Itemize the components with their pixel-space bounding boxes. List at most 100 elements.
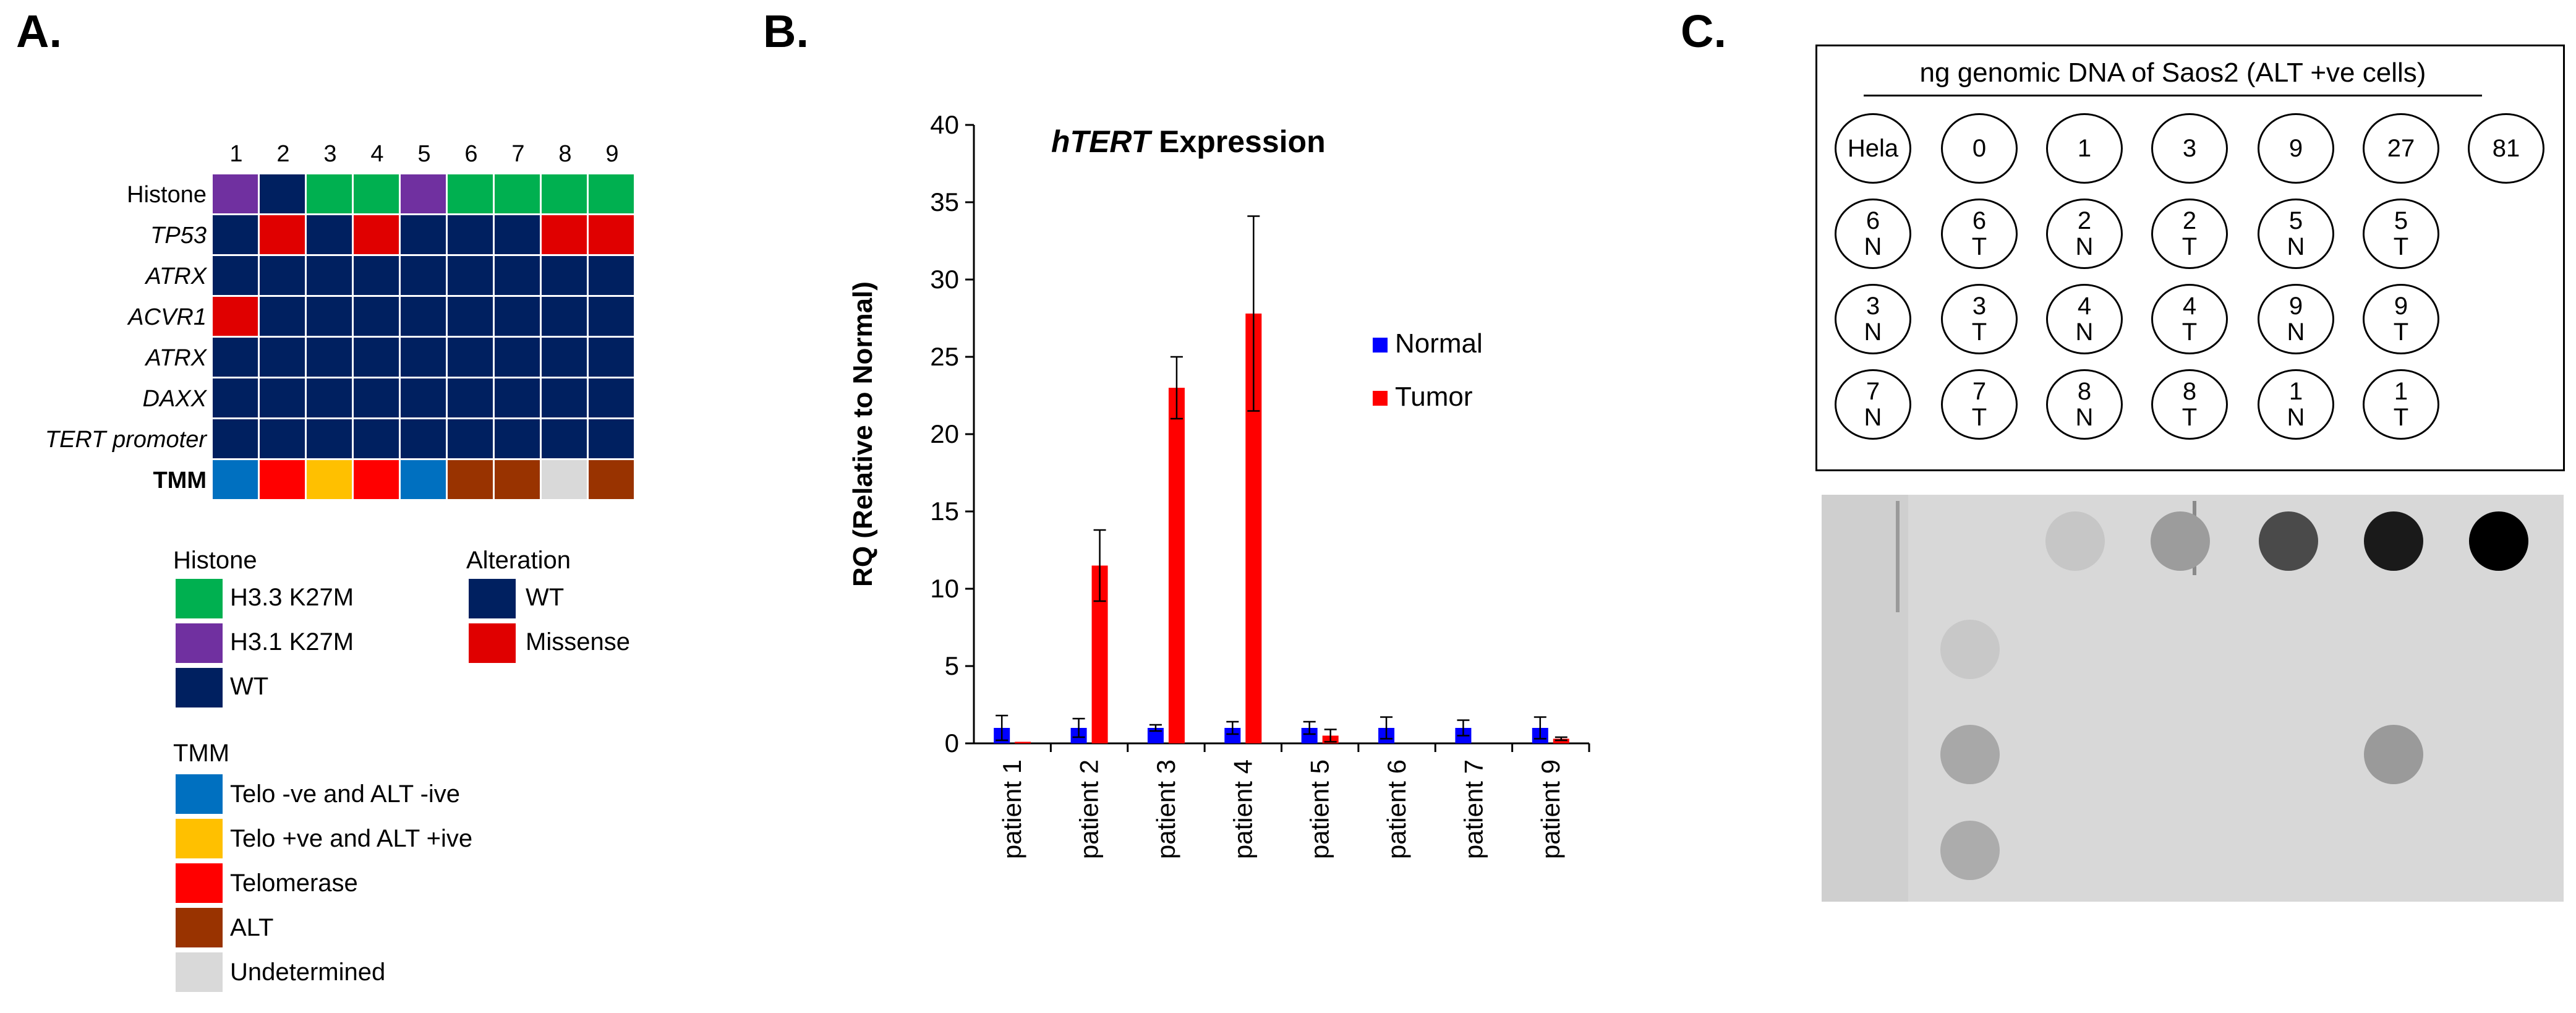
sample-circle: 3 — [2151, 113, 2228, 184]
x-tick-label: patient 6 — [1382, 759, 1411, 859]
blot-spot — [1940, 821, 2000, 880]
panel-label-b: B. — [763, 6, 809, 57]
sample-label: N — [1864, 318, 1882, 346]
legend-title-alteration: Alteration — [466, 547, 571, 574]
heatmap-cell — [307, 460, 354, 501]
row-label: DAXX — [142, 386, 207, 412]
blot-spot — [1940, 725, 2000, 784]
y-tick-label: 15 — [930, 497, 959, 526]
heatmap-cell — [448, 297, 495, 338]
heatmap-cell — [213, 174, 260, 215]
heatmap-cell — [354, 256, 401, 297]
heatmap-cell — [260, 338, 307, 378]
sample-label: T — [2393, 318, 2409, 346]
heatmap-cell — [495, 297, 542, 338]
row-label: TERT promoter — [45, 427, 207, 453]
row-label: ATRX — [145, 345, 207, 371]
legend-swatch — [176, 623, 223, 663]
column-number: 8 — [558, 141, 572, 167]
heatmap-cell — [307, 297, 354, 338]
blot-spot — [2364, 725, 2423, 784]
sample-label: N — [2287, 233, 2305, 260]
sample-label: 9 — [2288, 293, 2303, 320]
legend-label: WT — [230, 673, 269, 700]
sample-label: 5 — [2394, 207, 2408, 234]
column-number: 2 — [276, 141, 290, 167]
sample-label: T — [1971, 404, 1987, 431]
sample-label: 8 — [2077, 378, 2092, 405]
heatmap-cell — [354, 215, 401, 256]
legend-label: Missense — [526, 628, 630, 656]
heatmap-cell — [495, 174, 542, 215]
heatmap-cell — [495, 256, 542, 297]
sample-label: 7 — [1972, 378, 1987, 405]
sample-label: N — [1864, 404, 1882, 431]
legend-label-tumor: Tumor — [1395, 382, 1473, 412]
sample-label: N — [1864, 233, 1882, 260]
sample-label: N — [2287, 404, 2305, 431]
heatmap-cell — [260, 256, 307, 297]
column-number: 1 — [229, 141, 243, 167]
column-number: 4 — [370, 141, 384, 167]
legend-swatch-tumor — [1373, 391, 1388, 406]
hTERT-bar-chart: 0 5 10 15 20 25 30 35 40 RQ (Relative to Normal) h… — [848, 110, 1590, 859]
bar-tumor — [1015, 742, 1031, 743]
heatmap-cell — [448, 215, 495, 256]
sample-label: T — [2393, 233, 2409, 260]
sample-label: N — [2075, 318, 2094, 346]
sample-circle: 1 — [2046, 113, 2123, 184]
heatmap-cell — [542, 174, 589, 215]
sample-circle: Hela — [1835, 113, 1911, 184]
heatmap-cell — [589, 297, 636, 338]
heatmap-cell — [589, 378, 636, 419]
heatmap-cell — [542, 215, 589, 256]
heatmap-cell — [448, 338, 495, 378]
heatmap-cell — [589, 460, 636, 501]
heatmap-cell — [401, 215, 448, 256]
legend-title-tmm: TMM — [173, 740, 230, 767]
y-tick-label: 35 — [930, 187, 959, 216]
heatmap-cell — [542, 297, 589, 338]
heatmap-cell — [260, 174, 307, 215]
heatmap-cell — [448, 419, 495, 460]
heatmap-cell — [495, 338, 542, 378]
legend-swatch — [176, 579, 223, 618]
sample-label: 2 — [2182, 207, 2197, 234]
heatmap-cell — [260, 215, 307, 256]
heatmap-cell — [354, 174, 401, 215]
legend-swatch — [176, 819, 223, 858]
heatmap-cell — [495, 378, 542, 419]
heatmap-cell — [495, 215, 542, 256]
sample-label: N — [2075, 404, 2094, 431]
dot-blot-layout-box: ng genomic DNA of Saos2 (ALT +ve cells) … — [1815, 45, 2565, 471]
column-number: 9 — [605, 141, 619, 167]
heatmap-cell — [589, 174, 636, 215]
legend-title-histone: Histone — [173, 547, 257, 574]
column-number: 7 — [511, 141, 525, 167]
chart-title-rest: Expression — [1150, 124, 1325, 159]
heatmap-cell — [542, 338, 589, 378]
sample-circle: 27 — [2363, 113, 2439, 184]
heatmap-cell — [307, 419, 354, 460]
y-tick-label: 40 — [930, 111, 959, 139]
y-tick-label: 10 — [930, 574, 959, 603]
column-number: 3 — [323, 141, 337, 167]
heatmap-cell — [260, 419, 307, 460]
heatmap-cell — [401, 256, 448, 297]
sample-label: 81 — [2492, 135, 2520, 162]
y-axis-title: RQ (Relative to Normal) — [848, 281, 878, 587]
x-tick-label: patient 1 — [997, 759, 1026, 859]
blot-spot — [2151, 511, 2210, 571]
sample-label: 0 — [1972, 135, 1987, 162]
sample-label: 2 — [2077, 207, 2092, 234]
heatmap-cell — [354, 378, 401, 419]
heatmap-cell — [448, 256, 495, 297]
